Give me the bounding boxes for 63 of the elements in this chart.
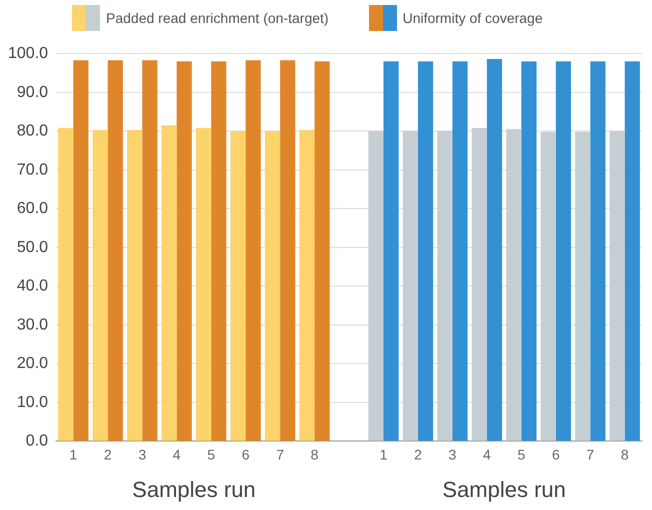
x-tick-label: 7 [586, 446, 594, 462]
bar [575, 132, 590, 441]
bar [418, 61, 434, 441]
bar [211, 61, 226, 441]
bar [73, 60, 88, 441]
x-tick-label: 6 [552, 446, 560, 462]
bar [230, 131, 246, 441]
bar [610, 131, 625, 441]
legend-label: Uniformity of coverage [402, 10, 543, 26]
bar [521, 61, 537, 441]
x-tick-label: 7 [276, 446, 284, 462]
bar [402, 131, 418, 441]
y-tick-label: 70.0 [16, 161, 48, 178]
x-tick-label: 6 [242, 446, 250, 462]
bar [383, 61, 399, 441]
bar [437, 131, 452, 441]
bar [624, 61, 640, 441]
y-tick-label: 90.0 [16, 84, 48, 101]
bar [540, 132, 556, 441]
bar [196, 128, 212, 441]
x-tick-label: 8 [310, 446, 319, 462]
x-tick-label: 2 [104, 446, 112, 462]
bar [127, 130, 142, 441]
bar [368, 131, 384, 441]
x-tick-label: 4 [172, 446, 181, 462]
y-tick-label: 50.0 [16, 238, 48, 256]
x-tick-label: 3 [448, 446, 457, 462]
bar [472, 128, 487, 441]
bar [108, 60, 123, 441]
x-tick-label: 5 [207, 446, 216, 462]
x-tick-label: 5 [517, 446, 526, 462]
text: Samples run [442, 477, 566, 502]
bar [58, 128, 74, 441]
y-tick-label: 20.0 [16, 355, 48, 372]
bar [92, 130, 108, 441]
bar [280, 60, 296, 441]
bar [264, 131, 280, 441]
bar [452, 61, 468, 441]
y-tick-label: 100.0 [8, 45, 48, 62]
bar [314, 61, 330, 441]
x-tick-label: 1 [380, 446, 388, 462]
y-tick-label: 10.0 [16, 394, 48, 411]
bar [246, 60, 261, 441]
bar [176, 61, 192, 441]
y-tick-label: 30.0 [16, 316, 48, 334]
bar [556, 61, 571, 441]
bar [486, 59, 502, 441]
x-tick-label: 3 [138, 446, 146, 462]
text: Samples run [132, 477, 256, 502]
bar [590, 61, 606, 441]
bar [299, 130, 315, 441]
x-tick-label: 2 [414, 446, 422, 462]
x-tick-label: 1 [69, 446, 78, 462]
bar [506, 129, 522, 441]
bar [142, 60, 158, 441]
y-tick-label: 60.0 [16, 200, 48, 218]
bar [162, 125, 177, 441]
x-tick-label: 8 [620, 446, 629, 462]
y-tick-label: 0.0 [26, 432, 48, 450]
y-tick-label: 80.0 [16, 122, 48, 140]
y-tick-label: 40.0 [16, 278, 48, 295]
x-tick-label: 4 [482, 446, 491, 462]
legend-label: Padded read enrichment (on-target) [106, 10, 329, 26]
